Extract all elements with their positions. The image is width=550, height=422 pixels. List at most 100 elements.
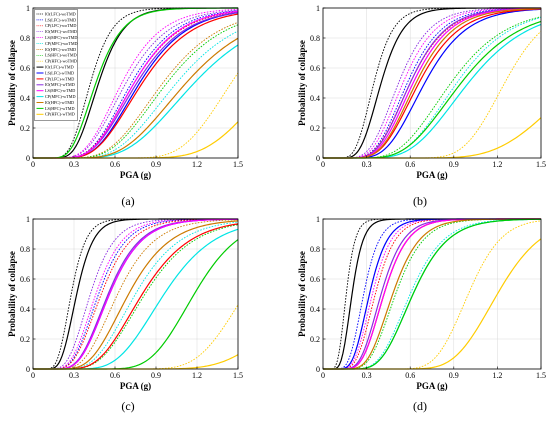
x-axis-label: PGA (g) bbox=[120, 170, 151, 180]
x-tick-label: 0.9 bbox=[449, 371, 459, 380]
panel-label: (d) bbox=[413, 399, 427, 413]
legend-label: IO(LFC)-wTMD bbox=[45, 65, 74, 70]
series-group bbox=[323, 7, 541, 159]
legend-label: LS(HFC)-woTMD bbox=[45, 53, 77, 58]
legend-label: IO(HFC)-woTMD bbox=[45, 47, 76, 52]
y-tick-label: 0 bbox=[26, 365, 30, 374]
panel-label: (b) bbox=[413, 194, 427, 208]
plot-frame bbox=[32, 7, 239, 159]
y-tick-label: 0 bbox=[26, 154, 30, 163]
legend-label: CP(HFC)-wTMD bbox=[45, 112, 75, 117]
legend-label: CP(MFC)-woTMD bbox=[45, 41, 78, 46]
y-tick-label: 0 bbox=[316, 154, 320, 163]
series-line-io-lfc-wotmd bbox=[323, 7, 541, 159]
x-tick-label: 0.6 bbox=[110, 371, 120, 380]
x-tick-label: 1.2 bbox=[492, 371, 502, 380]
series-line-io-hfc-wotmd bbox=[323, 218, 541, 370]
series-group bbox=[33, 218, 238, 370]
legend-label: CP(HFC)-woTMD bbox=[45, 59, 77, 64]
plot-frame bbox=[322, 7, 542, 159]
series-line-ls-mfc-wotmd bbox=[323, 7, 541, 159]
x-tick-label: 1.2 bbox=[492, 160, 502, 169]
y-tick-label: 1 bbox=[316, 215, 320, 224]
legend-label: CP(LFC)-woTMD bbox=[45, 23, 76, 28]
x-tick-label: 0 bbox=[321, 371, 325, 380]
x-tick-label: 1.2 bbox=[192, 160, 202, 169]
y-tick-label: 0.4 bbox=[310, 94, 320, 103]
x-tick-label: 0.3 bbox=[362, 371, 372, 380]
series-line-cp-lfc-wtmd bbox=[323, 218, 541, 370]
plot-frame bbox=[322, 218, 542, 370]
y-tick-label: 0.8 bbox=[20, 34, 30, 43]
y-tick-label: 0.8 bbox=[20, 245, 30, 254]
panel-label: (a) bbox=[121, 194, 134, 208]
series-line-ls-hfc-wtmd bbox=[323, 218, 541, 370]
y-tick-label: 1 bbox=[316, 4, 320, 13]
y-tick-label: 0.6 bbox=[20, 275, 30, 284]
chart-panel-1: 0 0.3 0.6 0.9 1.2 1.5 0 0.2 0.4 0.6 0.8 1 PGA (g) Pro… bbox=[7, 4, 243, 208]
series-line-io-mfc-wtmd bbox=[323, 218, 541, 370]
series-line-cp-mfc-wotmd bbox=[323, 218, 541, 370]
y-tick-label: 0.6 bbox=[20, 64, 30, 73]
legend-label: CP(LFC)-wTMD bbox=[45, 76, 74, 81]
x-tick-label: 0.6 bbox=[405, 371, 415, 380]
series-line-ls-mfc-wtmd bbox=[33, 218, 238, 370]
y-tick-label: 0.6 bbox=[310, 64, 320, 73]
x-tick-label: 1.5 bbox=[536, 160, 546, 169]
y-tick-label: 0 bbox=[316, 365, 320, 374]
series-line-cp-mfc-wtmd bbox=[323, 218, 541, 370]
legend-label: LS(LFC)-wTMD bbox=[45, 70, 74, 75]
x-tick-label: 0 bbox=[31, 160, 35, 169]
y-tick-label: 0.8 bbox=[310, 34, 320, 43]
y-tick-label: 0.6 bbox=[310, 275, 320, 284]
x-tick-label: 1.5 bbox=[233, 371, 243, 380]
legend-label: LS(HFC)-wTMD bbox=[45, 106, 75, 111]
series-line-cp-lfc-wotmd bbox=[323, 218, 541, 370]
y-tick-label: 0.2 bbox=[20, 335, 30, 344]
series-line-io-lfc-wtmd bbox=[323, 218, 541, 370]
x-tick-label: 0.6 bbox=[405, 160, 415, 169]
panel-label: (c) bbox=[121, 399, 134, 413]
series-line-cp-hfc-wotmd bbox=[33, 304, 238, 370]
x-axis-label: PGA (g) bbox=[416, 381, 447, 391]
y-tick-label: 0.8 bbox=[310, 245, 320, 254]
series-line-ls-lfc-wtmd bbox=[323, 218, 541, 370]
series-line-cp-hfc-wotmd bbox=[323, 220, 541, 370]
y-axis-label: Probability of collapse bbox=[7, 40, 17, 126]
series-group bbox=[323, 218, 541, 370]
chart-panel-3: 0 0.3 0.6 0.9 1.2 1.5 0 0.2 0.4 0.6 0.8 1 PGA (g) Pro… bbox=[7, 215, 243, 413]
plot-frame bbox=[32, 218, 239, 370]
legend: IO(LFC)-woTMDLS(LFC)-woTMDCP(LFC)-woTMDI… bbox=[34, 9, 78, 121]
legend-label: LS(MFC)-woTMD bbox=[45, 35, 77, 40]
legend-label: IO(MFC)-woTMD bbox=[45, 29, 77, 34]
x-tick-label: 0.3 bbox=[69, 160, 79, 169]
x-tick-label: 0.9 bbox=[449, 160, 459, 169]
series-line-cp-mfc-wotmd bbox=[323, 17, 541, 159]
y-tick-label: 1 bbox=[26, 4, 30, 13]
y-tick-label: 0.4 bbox=[20, 305, 30, 314]
series-line-ls-lfc-wotmd bbox=[33, 218, 238, 370]
legend-label: LS(LFC)-woTMD bbox=[45, 17, 76, 22]
series-line-io-lfc-wotmd bbox=[323, 218, 541, 370]
legend-label: LS(MFC)-wTMD bbox=[45, 88, 75, 93]
series-line-io-mfc-wotmd bbox=[323, 7, 541, 159]
series-line-ls-lfc-wotmd bbox=[323, 7, 541, 159]
y-tick-label: 0.4 bbox=[310, 305, 320, 314]
x-tick-label: 0.9 bbox=[151, 160, 161, 169]
x-tick-label: 1.2 bbox=[192, 371, 202, 380]
series-line-ls-hfc-wotmd bbox=[323, 218, 541, 370]
x-tick-label: 0.6 bbox=[110, 160, 120, 169]
y-tick-label: 0.2 bbox=[310, 124, 320, 133]
x-tick-label: 0 bbox=[31, 371, 35, 380]
x-tick-label: 1.5 bbox=[536, 371, 546, 380]
x-tick-label: 1.5 bbox=[233, 160, 243, 169]
series-line-io-hfc-wotmd bbox=[33, 219, 238, 370]
legend-label: IO(MFC)-wTMD bbox=[45, 82, 75, 87]
legend-label: CP(MFC)-wTMD bbox=[45, 94, 75, 99]
series-line-ls-lfc-wotmd bbox=[323, 218, 541, 370]
series-line-ls-mfc-wtmd bbox=[323, 218, 541, 370]
legend-label: IO(HFC)-wTMD bbox=[45, 100, 74, 105]
y-axis-label: Probability of collapse bbox=[297, 40, 307, 126]
chart-panel-2: 0 0.3 0.6 0.9 1.2 1.5 0 0.2 0.4 0.6 0.8 1 PGA (g) Pro… bbox=[297, 4, 546, 208]
